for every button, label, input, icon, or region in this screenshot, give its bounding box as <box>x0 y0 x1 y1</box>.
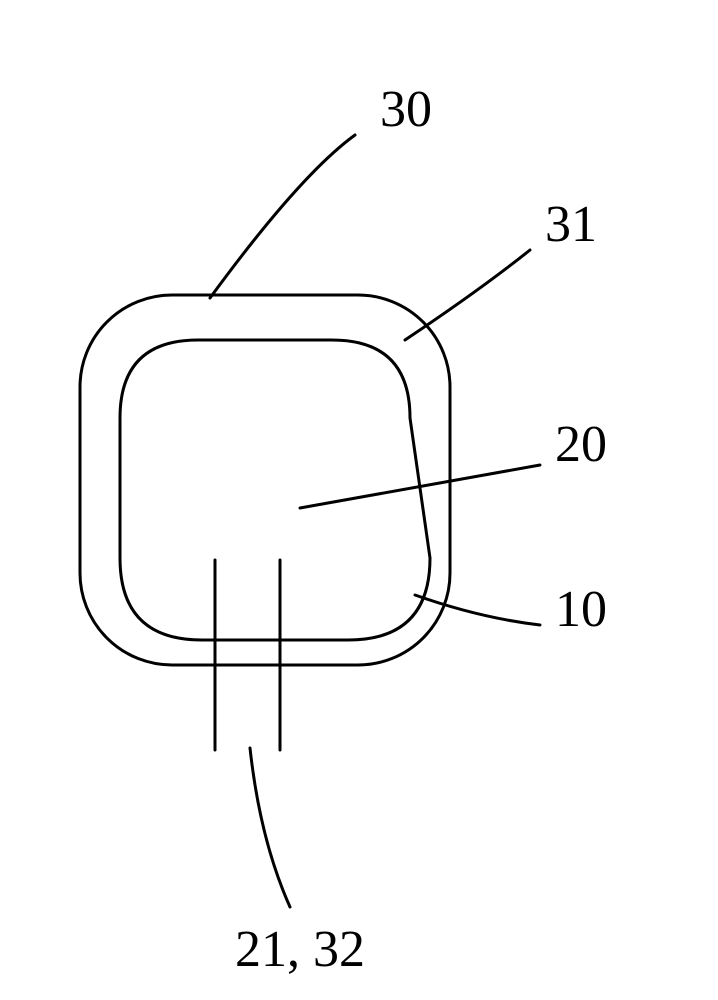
label-10: 10 <box>555 580 607 639</box>
inner-face <box>120 340 430 640</box>
figure-svg <box>0 0 718 1000</box>
label-31: 31 <box>545 195 597 254</box>
label-21-32: 21, 32 <box>235 920 365 979</box>
leader-20 <box>300 465 540 508</box>
outer-housing <box>80 295 450 665</box>
leader-30 <box>210 135 355 298</box>
leader-10 <box>415 595 540 625</box>
label-30: 30 <box>380 80 432 139</box>
leader-21_32 <box>250 748 290 907</box>
label-20: 20 <box>555 415 607 474</box>
leader-31 <box>405 250 530 340</box>
